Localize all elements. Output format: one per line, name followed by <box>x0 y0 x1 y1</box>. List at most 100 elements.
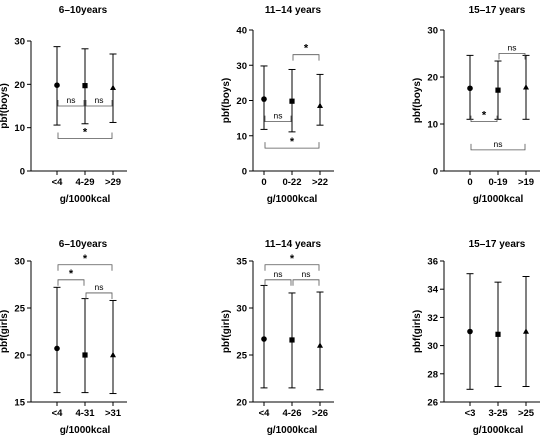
significance-bracket <box>292 54 320 61</box>
panel-3: 15–17 years 0 10 20 30 0 0-19 >19 pbf(boys) g/100… <box>412 5 540 205</box>
y-axis-label: pbf(girls) <box>412 310 423 353</box>
y-axis-label: pbf(girls) <box>0 310 10 353</box>
data-point-square <box>495 87 501 93</box>
significance-bracket <box>57 132 113 139</box>
significance-bracket <box>85 292 113 299</box>
x-tick-label: >26 <box>312 408 328 419</box>
x-tick-label: >31 <box>105 408 122 419</box>
y-tick-label: 30 <box>427 26 438 37</box>
x-axis-label: g/1000kcal <box>60 194 111 205</box>
y-tick-label: 30 <box>427 341 438 352</box>
significance-label: ns <box>274 111 283 121</box>
y-tick-label: 20 <box>427 73 438 84</box>
data-point-triangle <box>110 351 116 358</box>
y-tick-label: 20 <box>14 351 25 362</box>
data-point-square <box>495 331 501 337</box>
significance-label: ns <box>95 282 104 292</box>
x-axis-label: g/1000kcal <box>473 194 524 205</box>
x-tick-label: >29 <box>105 177 121 188</box>
y-tick-label: 32 <box>427 313 438 324</box>
x-tick-label: <4 <box>52 177 64 188</box>
data-point-circle <box>54 82 60 88</box>
y-axis-label: pbf(girls) <box>221 310 232 353</box>
data-point-circle <box>467 85 473 92</box>
y-tick-label: 20 <box>236 398 247 409</box>
significance-label: ns <box>95 95 104 105</box>
y-tick-label: 26 <box>427 398 438 409</box>
significance-label: * <box>304 43 309 55</box>
x-tick-label: >19 <box>518 177 534 188</box>
panel-1: 6–10years 0 10 20 30 <4 4-29 >29 pbf(boys) g/1000… <box>0 5 127 205</box>
data-point-square <box>289 98 295 104</box>
x-tick-label: >25 <box>518 408 535 419</box>
panel-6: 15–17 years 26 28 30 32 34 36 <3 3-25 >25 pbf(girl… <box>412 239 540 436</box>
significance-bracket <box>264 115 292 123</box>
panel-5: 11–14 years 20 25 30 35 <4 4-26 >26 pbf(girls) g/… <box>221 239 334 436</box>
data-point-circle <box>54 345 60 352</box>
y-tick-label: 30 <box>236 304 247 315</box>
y-axis-label: pbf(boys) <box>0 83 10 129</box>
x-tick-label: 0-22 <box>282 177 301 188</box>
x-tick-label: 4-26 <box>282 408 301 419</box>
panel-4: 6–10years 15 20 25 30 <4 4-31 >31 pbf(girls) g/10… <box>0 239 127 436</box>
x-tick-label: 0 <box>261 177 266 188</box>
x-axis-label: g/1000kcal <box>267 194 318 205</box>
significance-label: ns <box>67 95 76 105</box>
panel-title: 11–14 years <box>265 5 322 16</box>
y-tick-label: 20 <box>14 80 25 91</box>
x-tick-label: <4 <box>259 408 271 419</box>
data-point-circle <box>261 96 267 102</box>
y-tick-label: 28 <box>427 369 438 380</box>
y-tick-label: 0 <box>242 167 247 178</box>
significance-label: * <box>83 127 88 139</box>
y-tick-label: 30 <box>14 37 25 48</box>
data-point-circle <box>467 328 473 335</box>
significance-bracket <box>85 100 113 107</box>
y-tick-label: 10 <box>14 123 25 134</box>
panel-title: 6–10years <box>59 5 108 16</box>
y-tick-label: 20 <box>236 96 247 107</box>
x-axis-label: g/1000kcal <box>267 425 318 436</box>
significance-label: ns <box>508 43 517 53</box>
x-tick-label: >22 <box>312 177 328 188</box>
y-tick-label: 34 <box>427 285 438 296</box>
data-point-triangle <box>110 84 116 90</box>
y-tick-label: 40 <box>236 26 247 37</box>
y-tick-label: 30 <box>236 61 247 72</box>
significance-bracket <box>57 100 85 107</box>
data-point-triangle <box>317 342 323 348</box>
x-tick-label: 3-25 <box>488 408 508 419</box>
significance-label: * <box>69 268 74 280</box>
panel-2: 11–14 years 0 10 20 30 40 0 0-22 >22 pbf(boys) g/1… <box>221 5 334 205</box>
x-axis-label: g/1000kcal <box>60 425 111 436</box>
significance-label: ns <box>274 269 283 279</box>
significance-label: ns <box>494 139 503 149</box>
significance-bracket <box>57 279 85 286</box>
significance-bracket <box>264 264 320 271</box>
significance-bracket <box>264 279 292 286</box>
data-point-square <box>82 352 88 358</box>
significance-label: * <box>290 253 295 265</box>
panel-title: 11–14 years <box>265 239 322 250</box>
y-tick-label: 25 <box>236 351 247 362</box>
x-tick-label: 0-19 <box>488 177 507 188</box>
x-tick-label: <3 <box>465 408 476 419</box>
y-axis-label: pbf(boys) <box>221 78 232 124</box>
data-point-triangle <box>317 102 323 108</box>
significance-bracket <box>470 143 526 151</box>
data-point-triangle <box>523 328 529 334</box>
data-point-square <box>82 83 88 89</box>
x-tick-label: 0 <box>467 177 472 188</box>
y-tick-label: 36 <box>427 257 438 268</box>
data-point-triangle <box>523 84 529 90</box>
significance-bracket <box>292 279 320 286</box>
y-tick-label: 15 <box>14 398 25 409</box>
data-point-square <box>289 337 295 343</box>
y-tick-label: 30 <box>14 257 25 268</box>
data-point-circle <box>261 336 267 342</box>
x-tick-label: <4 <box>52 408 64 419</box>
significance-label: * <box>482 110 487 122</box>
panel-title: 15–17 years <box>469 5 526 16</box>
significance-label: * <box>290 136 295 148</box>
